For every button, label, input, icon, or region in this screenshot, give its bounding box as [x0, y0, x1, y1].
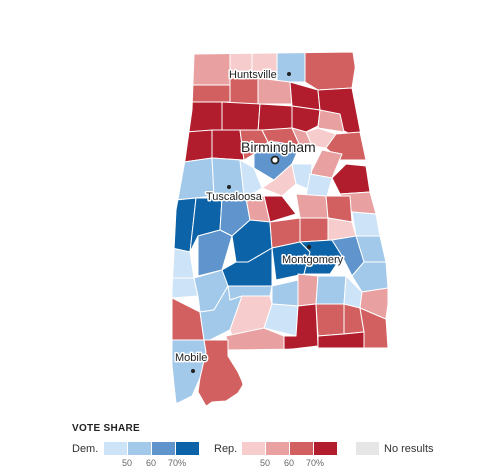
county[interactable] — [189, 50, 231, 86]
legend-rep-tick-50: 50 — [259, 458, 270, 468]
legend-dem-tick-70: 70% — [167, 458, 186, 468]
city-dot — [270, 155, 280, 165]
legend-dem-swatch-3 — [152, 442, 175, 455]
vote-share-legend: VOTE SHARE Dem. 50 60 70% Rep. 50 60 70%… — [72, 423, 472, 469]
county[interactable] — [299, 217, 333, 243]
legend-dem-tick-50: 50 — [121, 458, 132, 468]
county[interactable] — [211, 129, 245, 161]
city-dot — [287, 72, 291, 76]
legend-dem-swatch-2 — [128, 442, 151, 455]
legend-rep-label: Rep. — [214, 443, 238, 455]
city-birmingham: Birmingham — [240, 138, 317, 165]
county[interactable] — [295, 193, 329, 219]
county[interactable] — [304, 50, 359, 91]
legend-rep-swatch-1 — [242, 442, 265, 455]
county[interactable] — [229, 77, 259, 105]
county[interactable] — [239, 129, 269, 161]
county[interactable] — [221, 101, 261, 133]
legend-rep-swatch-2 — [266, 442, 289, 455]
legend-dem-label: Dem. — [72, 443, 99, 455]
county[interactable] — [271, 279, 299, 307]
county[interactable] — [291, 127, 313, 147]
city-label-tuscaloosa: Tuscaloosa — [206, 191, 263, 203]
county[interactable] — [197, 229, 233, 277]
county[interactable] — [351, 211, 381, 237]
legend-rep-swatch-3 — [290, 442, 313, 455]
legend-dem-swatch-1 — [104, 442, 127, 455]
county[interactable] — [315, 275, 347, 305]
county[interactable] — [257, 77, 293, 105]
county[interactable] — [170, 277, 199, 299]
legend-dem-swatch-4 — [176, 442, 199, 455]
county[interactable] — [189, 84, 231, 103]
county[interactable] — [263, 195, 297, 223]
city-tuscaloosa: Tuscaloosa — [205, 185, 264, 205]
alabama-county-map: Huntsville Birmingham Tuscaloosa Montgom… — [170, 50, 393, 411]
city-label-montgomery: Montgomery — [282, 254, 344, 266]
legend-rep-tick-60: 60 — [283, 458, 294, 468]
city-dot — [306, 244, 312, 250]
state-outline — [171, 51, 393, 411]
county[interactable] — [317, 109, 345, 133]
county[interactable] — [317, 331, 365, 349]
city-huntsville: Huntsville — [228, 68, 291, 83]
city-label-huntsville: Huntsville — [229, 69, 277, 81]
county[interactable] — [239, 159, 263, 199]
legend-dem-tick-60: 60 — [145, 458, 156, 468]
legend-no-results-label: No results — [384, 443, 434, 455]
city-mobile: Mobile — [174, 351, 209, 373]
city-dot — [191, 369, 195, 373]
county[interactable] — [297, 273, 319, 307]
city-montgomery: Montgomery — [281, 244, 345, 268]
city-label-mobile: Mobile — [175, 352, 207, 364]
county[interactable] — [257, 103, 293, 133]
legend-rep-tick-70: 70% — [305, 458, 324, 468]
city-dot — [227, 185, 231, 189]
legend-no-results-swatch — [356, 442, 379, 455]
county[interactable] — [276, 50, 306, 83]
county[interactable] — [315, 303, 345, 337]
legend-title: VOTE SHARE — [72, 423, 141, 434]
county[interactable] — [291, 105, 321, 133]
city-label-birmingham: Birmingham — [241, 139, 316, 155]
legend-rep-swatch-4 — [314, 442, 337, 455]
county[interactable] — [331, 163, 371, 195]
